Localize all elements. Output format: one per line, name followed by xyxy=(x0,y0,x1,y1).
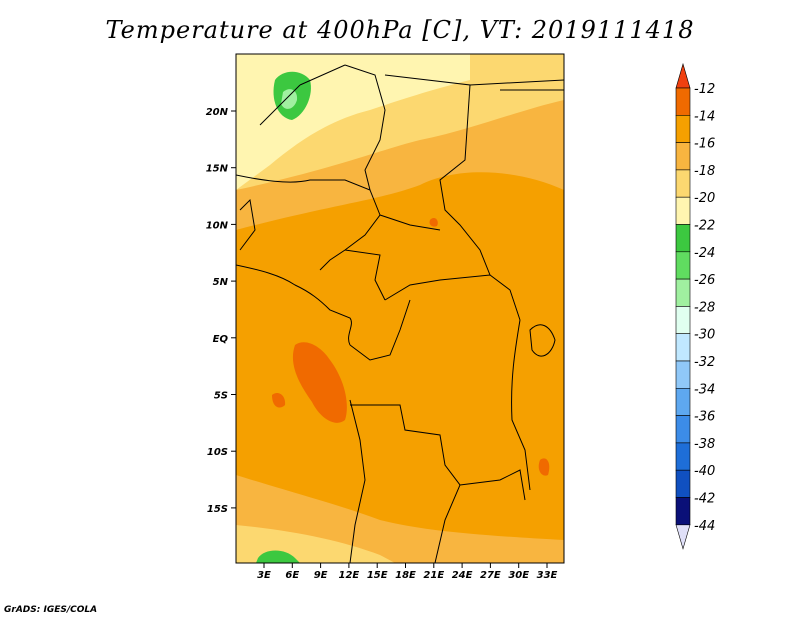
longitude-axis: 3E 6E 9E 12E 15E 18E 21E 24E 27E 30E 33E xyxy=(257,563,558,581)
colorbar: -12 -14 -16 -18 -20 -22 -24 -26 -28 -30 -32 -34 -36 -… xyxy=(675,62,715,550)
colorbar-box xyxy=(675,169,691,198)
colorbar-box xyxy=(675,469,691,498)
lat-label: EQ xyxy=(213,334,229,345)
colorbar-box xyxy=(675,142,691,171)
colorbar-box xyxy=(675,115,691,143)
lon-label: 12E xyxy=(339,570,360,581)
colorbar-label: -12 xyxy=(694,82,715,97)
lon-label: 18E xyxy=(395,570,416,581)
colorbar-label: -34 xyxy=(694,382,715,397)
colorbar-label: -28 xyxy=(694,300,715,315)
colorbar-label: -36 xyxy=(694,410,715,425)
lon-label: 15E xyxy=(367,570,388,581)
lat-label: 5S xyxy=(214,391,228,402)
colorbar-label: -26 xyxy=(694,273,715,288)
colorbar-label: -24 xyxy=(694,246,715,261)
colorbar-label: -22 xyxy=(694,219,715,234)
colorbar-box xyxy=(675,442,691,471)
lon-label: 33E xyxy=(537,570,558,581)
lat-label: 15N xyxy=(206,164,229,175)
lat-label: 5N xyxy=(213,277,229,288)
lon-label: 6E xyxy=(285,570,299,581)
colorbar-box xyxy=(675,224,691,253)
lon-label: 30E xyxy=(508,570,529,581)
lat-label: 20N xyxy=(206,107,229,118)
colorbar-label: -20 xyxy=(694,191,715,206)
colorbar-label: -40 xyxy=(694,464,715,479)
lon-label: 24E xyxy=(452,570,473,581)
country-boundaries xyxy=(236,64,564,563)
colorbar-box xyxy=(675,415,691,444)
colorbar-bottom-arrow xyxy=(675,524,691,550)
map-title: Temperature at 400hPa [C], VT: 201911141… xyxy=(105,16,695,44)
latitude-axis: 20N 15N 10N 5N EQ 5S 10S 15S xyxy=(206,107,236,515)
colorbar-box xyxy=(675,360,691,389)
lon-label: 21E xyxy=(423,570,444,581)
colorbar-label: -38 xyxy=(694,437,715,452)
colorbar-label: -18 xyxy=(694,164,715,179)
lat-label: 10S xyxy=(207,447,228,458)
colorbar-label: -44 xyxy=(694,519,715,534)
colorbar-label: -14 xyxy=(694,109,715,124)
colorbar-label: -30 xyxy=(694,328,715,343)
colorbar-box xyxy=(675,333,691,362)
colorbar-label: -16 xyxy=(694,137,715,152)
colorbar-box xyxy=(675,251,691,280)
map-frame xyxy=(235,53,565,564)
colorbar-box xyxy=(675,306,691,334)
colorbar-box xyxy=(675,87,691,116)
lon-label: 3E xyxy=(257,570,271,581)
grads-credit: GrADS: IGES/COLA xyxy=(4,605,98,615)
lat-label: 15S xyxy=(207,504,228,515)
colorbar-box xyxy=(675,387,691,416)
colorbar-box xyxy=(675,497,691,526)
lon-label: 9E xyxy=(314,570,328,581)
lon-label: 27E xyxy=(480,570,501,581)
colorbar-top-arrow xyxy=(675,62,691,89)
colorbar-box xyxy=(675,196,691,225)
colorbar-label: -32 xyxy=(694,355,715,370)
temperature-field xyxy=(236,54,564,563)
colorbar-box xyxy=(675,278,691,307)
lat-label: 10N xyxy=(206,220,229,231)
colorbar-label: -42 xyxy=(694,492,715,507)
